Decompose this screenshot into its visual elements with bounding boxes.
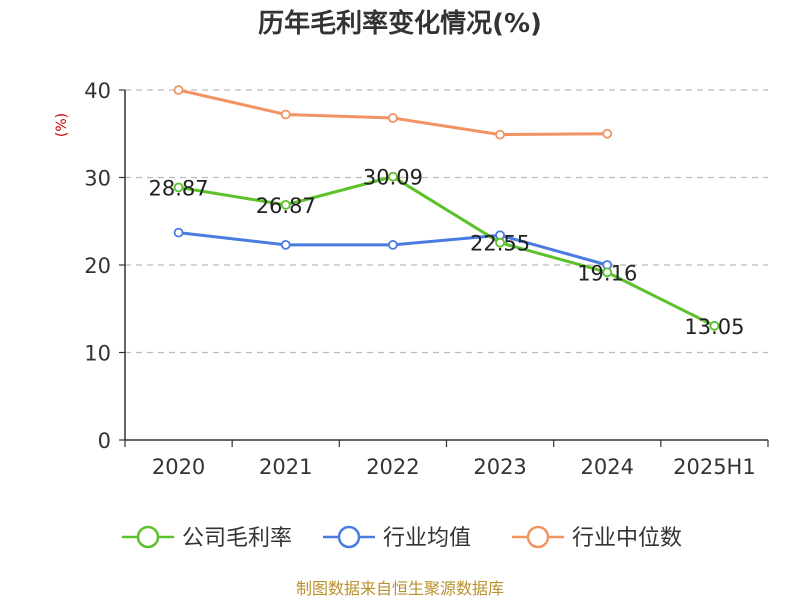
y-tick-label: 30	[84, 167, 111, 191]
data-point[interactable]	[495, 237, 505, 248]
x-tick-label: 2021	[259, 455, 312, 479]
data-point[interactable]	[280, 109, 291, 120]
data-point[interactable]	[388, 239, 398, 250]
data-point[interactable]	[388, 113, 398, 123]
data-label: 13.05	[684, 315, 744, 339]
legend-label: 公司毛利率	[182, 526, 292, 551]
data-label: 30.09	[363, 166, 423, 190]
data-point[interactable]	[495, 129, 505, 140]
data-point[interactable]	[173, 85, 184, 95]
y-tick-label: 0	[98, 429, 111, 453]
x-tick-label: 2022	[366, 455, 419, 479]
axes: 0 10 20 30 40 2020 2021 2022 2023 2024 2025H1	[84, 79, 769, 479]
x-tick-label: 2024	[581, 455, 634, 479]
data-point[interactable]	[388, 171, 398, 182]
y-axis-label: (%)	[54, 113, 70, 137]
legend-item[interactable]: 公司毛利率	[122, 525, 292, 551]
data-labels: 28.87 26.87 30.09 22.55 19.16 13.05	[149, 166, 745, 339]
legend-label: 行业均值	[383, 526, 471, 551]
data-point[interactable]	[602, 128, 613, 139]
data-point[interactable]	[280, 239, 291, 250]
grid-lines	[125, 89, 768, 354]
x-tick-label: 2020	[152, 455, 205, 479]
x-tick-label: 2023	[473, 455, 526, 479]
legend-marker	[337, 525, 361, 549]
legend-marker	[136, 525, 160, 549]
legend-marker	[526, 525, 550, 549]
data-label: 28.87	[149, 176, 209, 200]
chart-title: 历年毛利率变化情况(%)	[258, 8, 542, 39]
data-point[interactable]	[602, 267, 613, 278]
legend-item[interactable]: 行业均值	[323, 525, 471, 551]
x-tick-label: 2025H1	[673, 455, 756, 479]
data-label: 19.16	[577, 261, 637, 285]
data-point[interactable]	[173, 182, 184, 193]
series-line-2	[178, 88, 608, 137]
data-label: 26.87	[256, 194, 316, 218]
legend[interactable]: 公司毛利率 行业均值 行业中位数	[122, 525, 682, 551]
y-tick-label: 40	[84, 79, 111, 103]
data-point[interactable]	[280, 199, 291, 210]
series-line-0	[178, 175, 716, 328]
legend-label: 行业中位数	[572, 526, 682, 551]
y-tick-label: 10	[84, 342, 111, 366]
series-layer	[173, 85, 720, 331]
legend-item[interactable]: 行业中位数	[512, 525, 682, 551]
data-point[interactable]	[709, 320, 720, 331]
source-note: 制图数据来自恒生聚源数据库	[296, 579, 504, 598]
data-label: 22.55	[470, 232, 530, 256]
data-point[interactable]	[173, 227, 184, 238]
y-tick-label: 20	[84, 254, 111, 278]
